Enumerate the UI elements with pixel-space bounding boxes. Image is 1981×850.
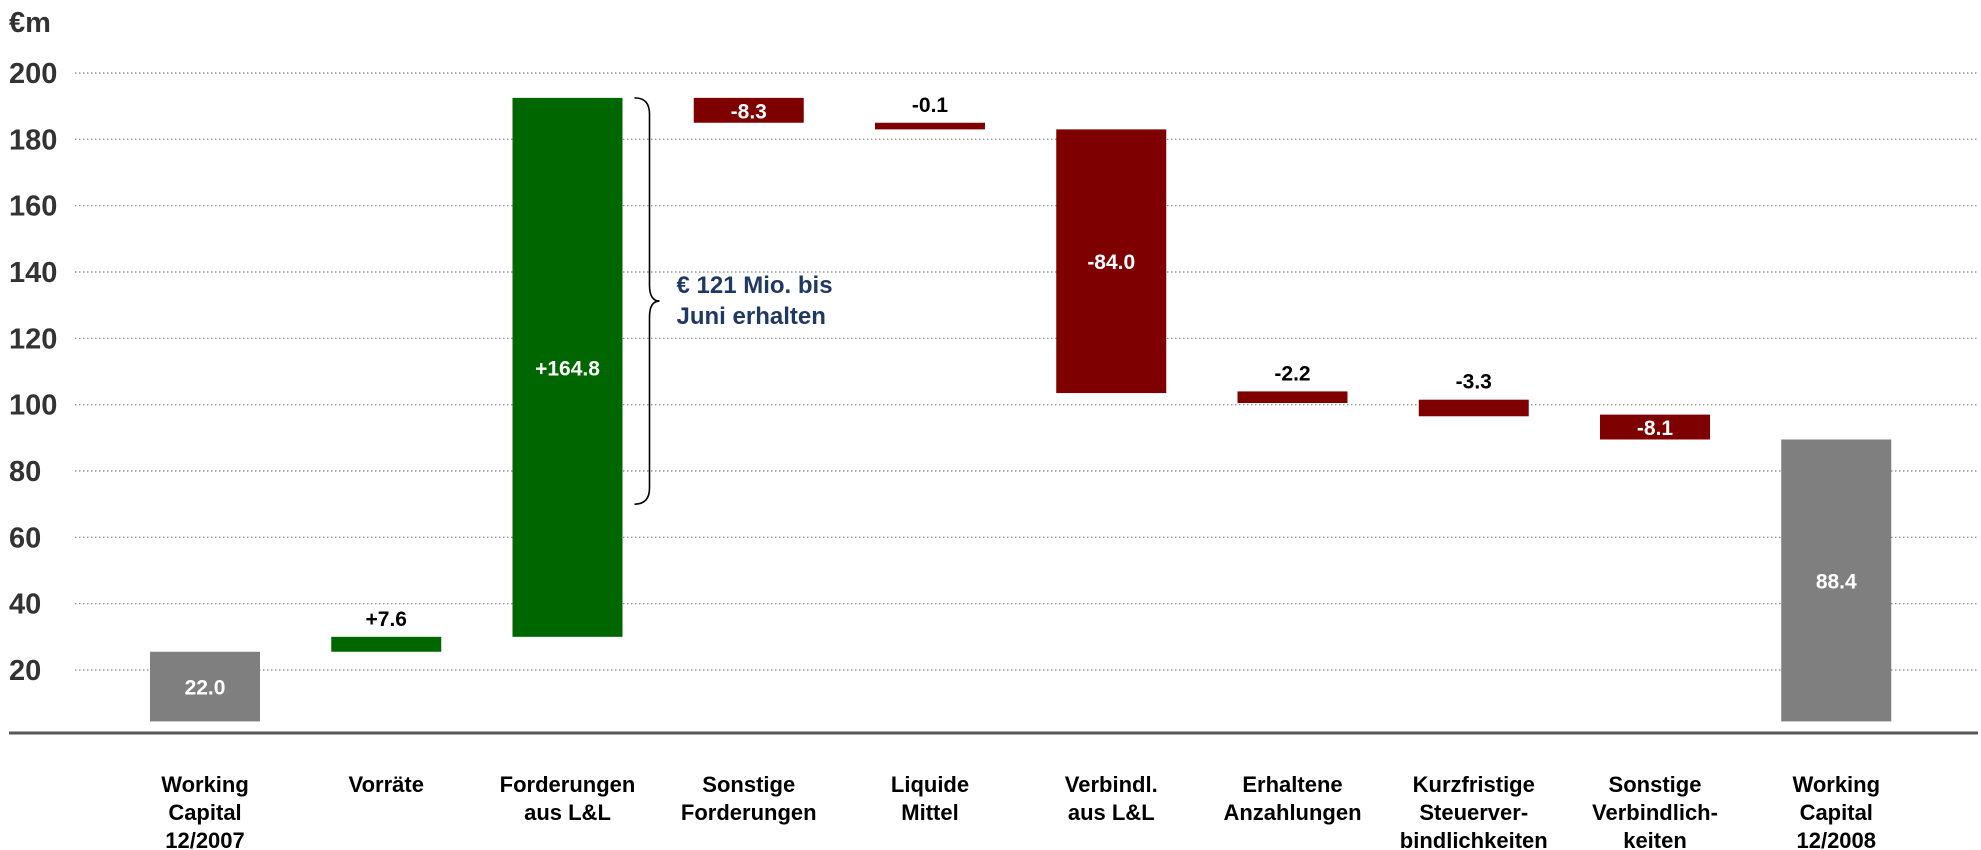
value-label-10: 88.4 <box>1816 570 1857 593</box>
category-label-7: Erhaltene Anzahlungen <box>1223 772 1361 825</box>
y-tick-40: 40 <box>9 589 41 621</box>
curly-bracket <box>634 97 660 505</box>
y-tick-200: 200 <box>9 58 57 90</box>
value-label-9: -8.1 <box>1637 417 1674 440</box>
category-label-3: Forderungen aus L&L <box>500 772 636 825</box>
category-label-4: Sonstige Forderungen <box>681 772 817 825</box>
annotation-text: € 121 Mio. bis Juni erhalten <box>677 272 833 330</box>
y-tick-labels: 20 40 60 80 100 120 140 160 180 200 <box>9 58 57 687</box>
y-tick-140: 140 <box>9 257 57 289</box>
value-label-8: -3.3 <box>1456 371 1492 394</box>
bar-9 <box>1600 414 1710 440</box>
category-label-1: Working Capital 12/2007 <box>161 772 249 850</box>
y-tick-60: 60 <box>9 522 41 554</box>
bar-5 <box>875 122 985 130</box>
value-label-7: -2.2 <box>1274 362 1310 385</box>
bar-10 <box>1781 439 1892 722</box>
category-label-10: Working Capital 12/2008 <box>1792 772 1880 850</box>
unit-label: €m <box>9 7 51 39</box>
y-tick-120: 120 <box>9 323 57 355</box>
y-tick-180: 180 <box>9 124 57 156</box>
category-labels: Working Capital 12/2007 Vorräte Forderungen a… <box>161 772 1880 850</box>
bar-1 <box>150 651 260 722</box>
y-tick-100: 100 <box>9 390 57 422</box>
value-label-2: +7.6 <box>366 608 407 631</box>
value-label-4: -8.3 <box>731 100 767 123</box>
category-label-5: Liquide Mittel <box>891 772 969 825</box>
y-tick-160: 160 <box>9 191 57 223</box>
bars: 22.0 +7.6 +164.8 -8.3 -0.1 -84.0 -2.2 -3.3 -8.1 8… <box>150 94 1892 722</box>
category-label-8: Kurzfristige Steuerver-bindlichkeiten <box>1400 772 1548 850</box>
grid-lines <box>75 72 1978 671</box>
value-label-3: +164.8 <box>535 357 600 380</box>
bar-7 <box>1237 391 1348 404</box>
y-tick-80: 80 <box>9 456 41 488</box>
y-tick-20: 20 <box>9 655 41 687</box>
value-label-1: 22.0 <box>185 677 226 700</box>
bar-8 <box>1418 399 1529 417</box>
category-label-9: Sonstige Verbindlich-keiten <box>1592 772 1718 850</box>
bar-4 <box>693 97 804 123</box>
value-label-5: -0.1 <box>912 94 949 117</box>
value-label-6: -84.0 <box>1087 251 1135 274</box>
annotation: € 121 Mio. bis Juni erhalten <box>634 97 833 505</box>
bar-6 <box>1056 129 1167 394</box>
bar-3 <box>512 97 623 637</box>
bar-2 <box>331 636 442 652</box>
category-label-6: Verbindl. aus L&L <box>1065 772 1158 825</box>
category-label-2: Vorräte <box>349 772 424 797</box>
